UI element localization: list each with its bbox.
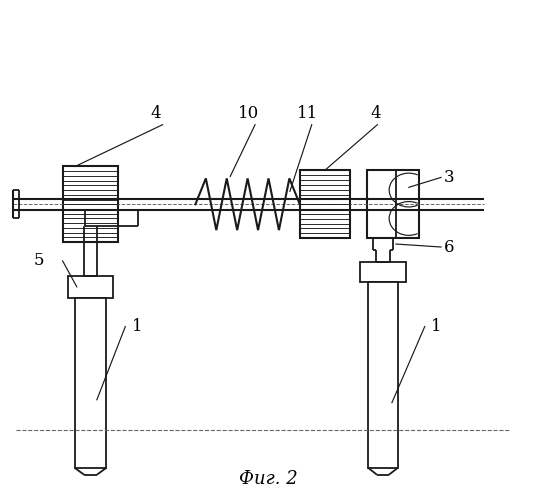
Text: 4: 4 [150,105,161,122]
Bar [368,282,398,468]
Text: 1: 1 [431,318,441,335]
Bar [63,167,118,242]
Text: 10: 10 [237,105,259,122]
Text: Фиг. 2: Фиг. 2 [239,470,297,488]
Bar [300,171,349,238]
Bar [68,276,114,298]
Text: 3: 3 [444,169,455,186]
Text: 5: 5 [34,252,44,269]
Text: 4: 4 [370,105,381,122]
Bar [368,171,419,238]
Bar [75,298,107,468]
Text: 11: 11 [297,105,318,122]
Text: 1: 1 [132,318,143,335]
Bar [360,262,406,282]
Text: 6: 6 [444,239,455,255]
